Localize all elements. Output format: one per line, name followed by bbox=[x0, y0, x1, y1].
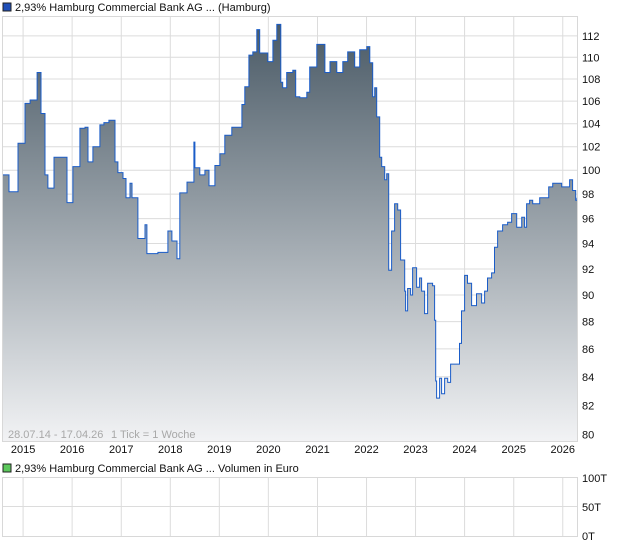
x-tick-label: 2015 bbox=[11, 444, 35, 456]
y-tick-label: 108 bbox=[582, 74, 600, 86]
price-line bbox=[2, 23, 578, 399]
price-x-axis: 2015 2016 2017 2018 2019 2020 2021 2022 2023 2024… bbox=[11, 444, 575, 456]
volume-y-tick-label: 100T bbox=[582, 473, 607, 485]
y-tick-label: 106 bbox=[582, 96, 600, 108]
date-range-label: 28.07.14 - 17.04.26 bbox=[8, 429, 103, 441]
price-y-axis: 80 82 84 86 88 90 92 94 96 98 100 102 104 106 108 110 11… bbox=[582, 31, 600, 442]
x-tick-label: 2020 bbox=[256, 444, 280, 456]
y-tick-label: 86 bbox=[582, 344, 594, 356]
price-area bbox=[2, 24, 577, 443]
volume-y-tick-label: 0T bbox=[582, 531, 595, 543]
y-tick-label: 92 bbox=[582, 264, 594, 276]
y-tick-label: 100 bbox=[582, 165, 600, 177]
y-tick-label: 84 bbox=[582, 372, 594, 384]
y-tick-label: 102 bbox=[582, 142, 600, 154]
y-tick-label: 104 bbox=[582, 119, 600, 131]
x-tick-label: 2019 bbox=[207, 444, 231, 456]
y-tick-label: 96 bbox=[582, 214, 594, 226]
x-tick-label: 2018 bbox=[158, 444, 182, 456]
y-tick-label: 98 bbox=[582, 189, 594, 201]
price-legend-label: 2,93% Hamburg Commercial Bank AG ... (Ha… bbox=[15, 2, 271, 14]
x-tick-label: 2016 bbox=[60, 444, 84, 456]
x-tick-label: 2021 bbox=[305, 444, 329, 456]
x-tick-label: 2023 bbox=[403, 444, 427, 456]
x-tick-label: 2025 bbox=[501, 444, 525, 456]
x-tick-label: 2017 bbox=[109, 444, 133, 456]
x-tick-label: 2022 bbox=[354, 444, 378, 456]
y-tick-label: 94 bbox=[582, 239, 594, 251]
volume-legend-label: 2,93% Hamburg Commercial Bank AG ... Vol… bbox=[15, 463, 299, 475]
x-tick-label: 2024 bbox=[452, 444, 476, 456]
y-tick-label: 110 bbox=[582, 52, 600, 64]
y-tick-label: 80 bbox=[582, 430, 594, 442]
volume-plot-border bbox=[2, 477, 578, 537]
volume-grid bbox=[2, 477, 577, 536]
x-tick-label: 2026 bbox=[551, 444, 575, 456]
volume-y-tick-label: 50T bbox=[582, 502, 601, 514]
tick-interval-label: 1 Tick = 1 Woche bbox=[111, 429, 195, 441]
y-tick-label: 88 bbox=[582, 317, 594, 329]
price-legend-swatch bbox=[2, 2, 12, 12]
y-tick-label: 112 bbox=[582, 31, 600, 43]
volume-legend-swatch bbox=[2, 463, 12, 473]
price-plot-border bbox=[2, 16, 578, 442]
y-tick-label: 90 bbox=[582, 290, 594, 302]
y-tick-label: 82 bbox=[582, 400, 594, 412]
